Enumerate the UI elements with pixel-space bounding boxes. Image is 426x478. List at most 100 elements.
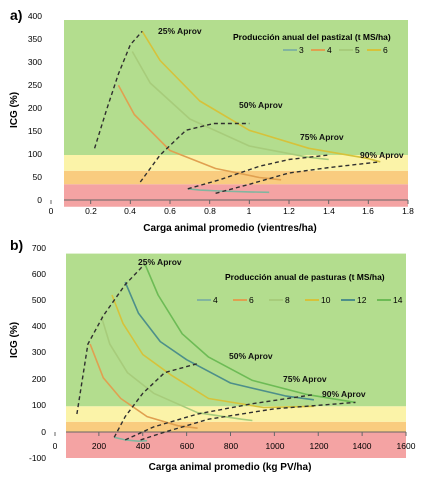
- panel-b-chart: b) -100 0 100 200 300 400 500 600 700 0 …: [9, 237, 416, 473]
- dashed-line-aprov: [140, 401, 356, 441]
- series-line-6: [89, 343, 198, 429]
- panel-b-series-lines: [89, 263, 356, 443]
- dashed-line-aprov: [76, 263, 146, 415]
- series-line-6: [141, 30, 381, 163]
- legend-label: 5: [355, 45, 360, 55]
- panel-b-ytick-label: -100: [29, 453, 46, 463]
- panel-a-y-axis-label: ICG (%): [9, 92, 20, 128]
- panel-b-xtick-label: 1200: [310, 441, 329, 451]
- panel-a-background-bands: [64, 20, 408, 207]
- panel-b-xtick-label: 1000: [266, 441, 285, 451]
- panel-a-ytick-label: 300: [28, 57, 42, 67]
- panel-b-legend-items: 4 6 8 10 12 14: [197, 295, 403, 305]
- panel-a-xtick-label: 1.6: [362, 206, 374, 216]
- panel-b-x-axis-label: Carga animal promedio (kg PV/ha): [149, 462, 312, 473]
- dashed-line-aprov: [139, 122, 250, 183]
- series-line-4: [117, 84, 282, 181]
- legend-label: 12: [357, 295, 367, 305]
- panel-a-xtick-label: 0.4: [124, 206, 136, 216]
- panel-a-x-tick-marks: [50, 200, 409, 204]
- panel-b-ytick-label: 400: [32, 321, 46, 331]
- panel-a-ytick-label: 100: [28, 149, 42, 159]
- panel-b-legend: Producción anual de pasturas (t MS/ha) 4…: [197, 272, 403, 305]
- panel-a-xtick-label: 0.6: [164, 206, 176, 216]
- panel-a-legend-title: Producción anual del pastizal (t MS/ha): [233, 32, 391, 42]
- panel-b-y-tick-labels: -100 0 100 200 300 400 500 600 700: [29, 243, 46, 463]
- dashed-line-aprov: [215, 161, 381, 194]
- background-band: [64, 184, 408, 207]
- panel-a-xtick-label: 1.4: [323, 206, 335, 216]
- panel-a-xtick-label: 0.8: [204, 206, 216, 216]
- panel-a-ytick-label: 400: [28, 11, 42, 21]
- panel-b-xtick-label: 200: [92, 441, 106, 451]
- panel-b-x-tick-marks: [54, 432, 407, 436]
- panel-b-annotation: 50% Aprov: [229, 351, 273, 361]
- panel-b-ytick-label: 100: [32, 400, 46, 410]
- panel-a-ytick-label: 150: [28, 126, 42, 136]
- panel-b-annotation: 90% Aprov: [322, 389, 366, 399]
- panel-a-xtick-label: 1.8: [402, 206, 414, 216]
- background-band: [66, 421, 406, 433]
- panel-b-annotation: 75% Aprov: [283, 374, 327, 384]
- panel-b-xtick-label: 600: [180, 441, 194, 451]
- legend-label: 8: [285, 295, 290, 305]
- background-band: [66, 406, 406, 422]
- panel-a-annotation: 75% Aprov: [300, 132, 344, 142]
- panel-a-xtick-label: 1: [247, 206, 252, 216]
- panel-a-x-tick-labels: 0 0.2 0.4 0.6 0.8 1 1.2 1.4 1.6 1.8: [49, 206, 415, 216]
- panel-a-xtick-label: 0.2: [85, 206, 97, 216]
- panel-a-annotation: 90% Aprov: [360, 150, 404, 160]
- panel-b-ytick-label: 0: [41, 427, 46, 437]
- panel-b-ytick-label: 300: [32, 347, 46, 357]
- panel-a-label: a): [10, 7, 22, 23]
- panel-b-x-tick-labels: 0 200 400 600 800 1000 1200 1400 1600: [53, 441, 416, 451]
- dashed-line-aprov: [113, 362, 198, 438]
- background-band: [64, 20, 408, 155]
- panel-a-annotations: 25% Aprov 50% Aprov 75% Aprov 90% Aprov: [158, 26, 404, 160]
- panel-b-xtick-label: 1400: [353, 441, 372, 451]
- panel-a-xtick-label: 1.2: [283, 206, 295, 216]
- dashed-line-aprov: [124, 393, 315, 441]
- legend-label: 4: [213, 295, 218, 305]
- legend-label: 3: [299, 45, 304, 55]
- panel-a-ytick-label: 0: [37, 195, 42, 205]
- panel-a-series-lines: [117, 30, 381, 194]
- panel-b-y-axis-label: ICG (%): [9, 322, 20, 358]
- panel-a-dashed-lines: [93, 30, 381, 194]
- panel-a-legend: Producción anual del pastizal (t MS/ha) …: [233, 32, 391, 55]
- dashed-line-aprov: [187, 154, 329, 190]
- panel-b-xtick-label: 400: [136, 441, 150, 451]
- legend-label: 14: [393, 295, 403, 305]
- panel-b-ytick-label: 500: [32, 295, 46, 305]
- background-band: [66, 253, 406, 407]
- panel-b-xtick-label: 0: [53, 441, 58, 451]
- panel-a-ytick-label: 200: [28, 103, 42, 113]
- panel-b-xtick-label: 800: [224, 441, 238, 451]
- series-line-12: [124, 281, 315, 401]
- series-line-5: [131, 51, 329, 161]
- panel-a-ytick-label: 250: [28, 80, 42, 90]
- panel-b-ytick-label: 200: [32, 374, 46, 384]
- background-band: [64, 155, 408, 171]
- panel-b-dashed-lines: [76, 263, 356, 441]
- panel-b-annotation: 25% Aprov: [138, 257, 182, 267]
- panel-b-xtick-label: 1600: [397, 441, 416, 451]
- series-line-10: [111, 294, 314, 409]
- legend-label: 6: [249, 295, 254, 305]
- background-band: [64, 170, 408, 185]
- panel-a-x-axis-label: Carga animal promedio (vientres/ha): [143, 223, 316, 234]
- panel-a-y-tick-labels: 0 50 100 150 200 250 300 350 400: [28, 11, 42, 205]
- panel-b-annotations: 25% Aprov 50% Aprov 75% Aprov 90% Aprov: [138, 257, 366, 399]
- panel-b-background-bands: [66, 253, 406, 458]
- panel-b-ytick-label: 700: [32, 243, 46, 253]
- panel-a-annotation: 50% Aprov: [239, 100, 283, 110]
- series-line-3: [187, 188, 270, 194]
- panel-b-ytick-label: 600: [32, 269, 46, 279]
- background-band: [66, 432, 406, 458]
- panel-a-legend-items: 3 4 5 6: [283, 45, 388, 55]
- panel-a-chart: a) 0 50 100 150 200 250 300 350 400 0 0.…: [9, 7, 414, 234]
- panel-b-label: b): [10, 237, 23, 253]
- series-line-14: [144, 263, 356, 404]
- panel-a-annotation: 25% Aprov: [158, 26, 202, 36]
- panel-a-xtick-label: 0: [49, 206, 54, 216]
